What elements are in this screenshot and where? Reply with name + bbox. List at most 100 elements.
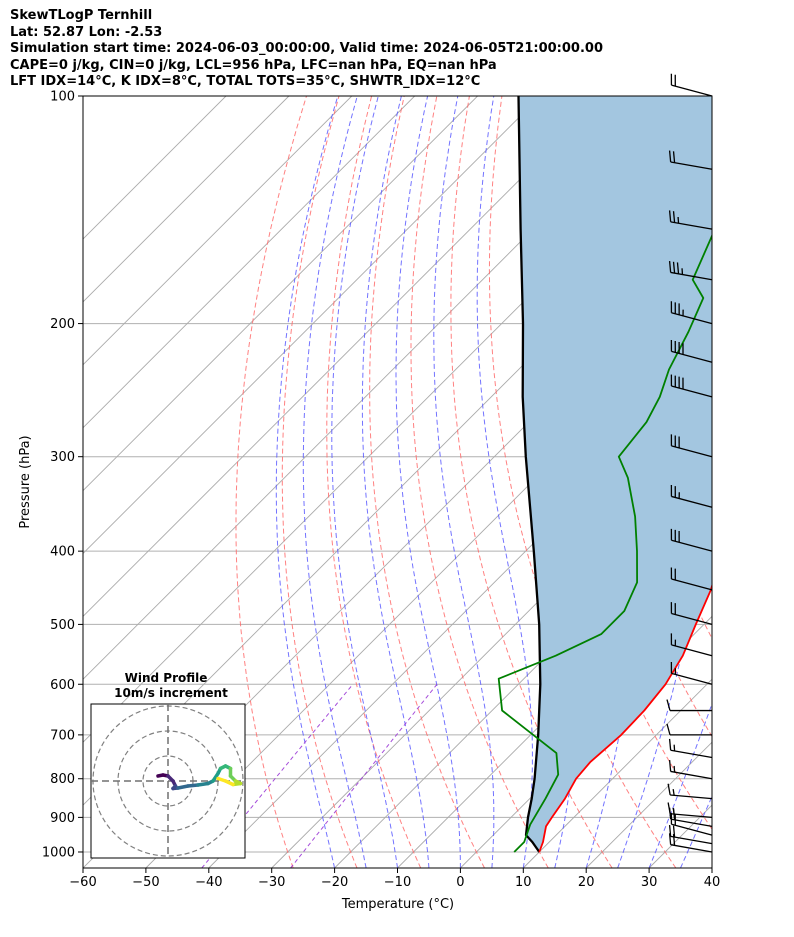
x-tick-label: −20: [321, 875, 348, 890]
moist-adiabat: [361, 96, 430, 868]
wind-barb: [667, 783, 713, 800]
wind-barb-staff: [670, 818, 713, 828]
wind-barb-staff: [671, 495, 713, 508]
x-tick-label: 20: [578, 875, 595, 890]
wind-barb-half-flag: [672, 807, 675, 815]
axes: −60 −50 −40 −30 −20 −10 0 10 20 30 40 100 200 300 400 5…: [42, 90, 720, 891]
wind-barb: [670, 602, 713, 626]
x-tick-label: −40: [195, 875, 222, 890]
wind-barb-staff: [671, 672, 713, 685]
wind-barb: [666, 699, 712, 712]
y-tick-label: 600: [50, 678, 75, 693]
x-tick-label: 40: [704, 875, 721, 890]
isotherm-line: [397, 552, 712, 868]
wind-barb-flag: [672, 211, 676, 223]
wind-barb: [668, 738, 713, 759]
wind-barb-flag: [668, 210, 672, 222]
wind-barbs: [666, 73, 713, 853]
wind-barb: [668, 760, 713, 780]
x-tick-label: −60: [69, 875, 96, 890]
moist-adiabat: [331, 96, 398, 868]
wind-barb-staff: [671, 823, 713, 836]
moist-adiabat: [617, 96, 700, 868]
wind-barb-flag: [667, 802, 671, 814]
wind-barb-staff: [671, 445, 713, 458]
wind-barb: [670, 339, 713, 363]
wind-barb-staff: [671, 84, 713, 97]
isotherm-line: [83, 96, 541, 555]
wind-barb-staff: [670, 844, 713, 853]
wind-barb-staff: [670, 835, 713, 845]
wind-barb-staff: [671, 644, 713, 657]
chart-header: SkewTLogP Ternhill Lat: 52.87 Lon: -2.53…: [10, 8, 790, 91]
x-tick-label: −10: [384, 875, 411, 890]
wind-barb-flag: [672, 833, 676, 846]
wind-barb-staff: [671, 385, 713, 398]
wind-barb-flag: [666, 723, 671, 736]
wind-barb: [668, 210, 713, 230]
wind-barb-flag: [668, 738, 672, 751]
isotherm-line: [83, 96, 416, 429]
x-tick-label: 30: [641, 875, 658, 890]
moist-adiabat: [476, 96, 533, 868]
moist-adiabat: [711, 866, 712, 868]
wind-barb-flag: [668, 261, 672, 273]
isotherm-line: [83, 96, 290, 303]
wind-barb-flag: [672, 261, 676, 274]
y-tick-label: 500: [50, 618, 75, 633]
stability-indices: LFT IDX=14°C, K IDX=8°C, TOTAL TOTS=35°C…: [10, 74, 481, 89]
wind-barb-staff: [670, 161, 713, 170]
isotherm-line: [775, 96, 794, 868]
wind-barb-flag: [668, 150, 672, 163]
wind-barb-flag: [668, 824, 672, 837]
isotherm-line: [83, 96, 353, 366]
wind-barb-staff: [671, 578, 713, 591]
isotherm-line: [522, 678, 712, 868]
wind-barb-staff: [670, 221, 713, 230]
hodograph-plot: [91, 704, 245, 858]
parcel-profile-line: [517, 96, 542, 853]
dewpoint-line: [497, 233, 712, 853]
moist-adiabat: [395, 96, 461, 868]
wind-barb-staff: [671, 350, 713, 363]
hodograph-inset: Wind Profile 10m/s increment: [90, 671, 246, 859]
hodograph-title: Wind Profile: [125, 671, 208, 685]
wind-barb-flag: [668, 833, 672, 845]
wind-barb: [666, 723, 712, 736]
wind-barb-staff: [671, 539, 713, 552]
y-tick-label: 900: [50, 811, 75, 826]
y-tick-label: 300: [50, 450, 75, 465]
x-axis-label: Temperature (°C): [341, 897, 454, 912]
simulation-times: Simulation start time: 2024-06-03_00:00:…: [10, 41, 603, 56]
wind-barb-staff: [670, 770, 713, 780]
y-tick-label: 800: [50, 772, 75, 787]
wind-barb: [670, 301, 713, 325]
wind-barb-flag: [672, 151, 676, 163]
chart-title: SkewTLogP Ternhill: [10, 8, 153, 23]
wind-barb-flag: [672, 825, 676, 838]
dry-adiabat: [450, 96, 613, 868]
dry-adiabat: [235, 96, 307, 868]
dry-adiabat: [281, 96, 358, 868]
wind-barb: [668, 150, 713, 170]
isotherm-line: [711, 867, 712, 868]
wind-barb-staff: [671, 312, 713, 325]
cape-fill-layer: [518, 96, 712, 852]
y-tick-label: 400: [50, 545, 75, 560]
cape-shaded-area: [518, 96, 712, 852]
hodograph-segment: [216, 776, 228, 783]
wind-barb: [670, 567, 713, 591]
x-tick-label: 0: [456, 875, 464, 890]
wind-barb: [670, 434, 713, 458]
wind-barb-flag: [668, 760, 672, 772]
wind-barb-staff: [671, 612, 713, 626]
wind-barb-staff: [670, 794, 713, 800]
dry-adiabat: [763, 96, 794, 868]
wind-barb-staff: [670, 813, 713, 819]
wind-barb-flag: [676, 262, 680, 274]
moist-adiabat: [275, 96, 339, 868]
mixing-ratio-line: [290, 683, 438, 868]
wind-barb: [670, 73, 713, 97]
y-tick-label: 100: [50, 90, 75, 105]
